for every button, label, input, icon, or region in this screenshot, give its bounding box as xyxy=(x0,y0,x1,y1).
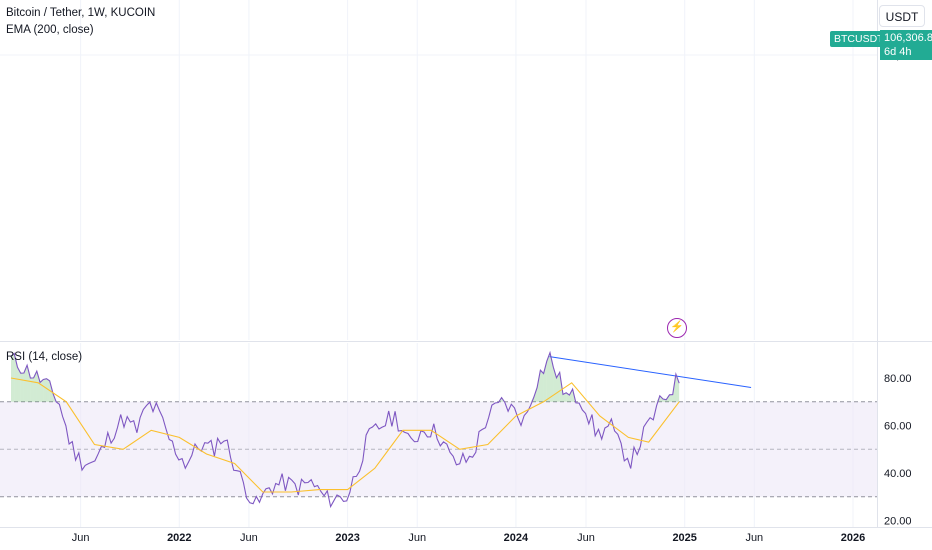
trendlines xyxy=(549,356,752,388)
last-price: 106,306.8 xyxy=(884,32,932,44)
rsi-overbought-fill xyxy=(30,377,34,402)
chart-title: Bitcoin / Tether, 1W, KUCOIN xyxy=(6,7,156,19)
rsi-overbought-fill xyxy=(46,378,50,402)
rsi-overbought-fill xyxy=(569,389,573,402)
rsi-tick-label: 60.00 xyxy=(884,421,912,433)
x-tick-label: Jun xyxy=(745,532,763,544)
x-tick-label: 2023 xyxy=(335,532,359,544)
rsi-overbought-fill xyxy=(27,365,31,402)
rsi-overbought-fill xyxy=(11,353,15,402)
rsi-overbought-fill xyxy=(23,365,28,402)
rsi-trendline xyxy=(549,356,752,388)
currency-selector[interactable]: USDT xyxy=(879,5,925,27)
x-tick-label: 2024 xyxy=(504,532,529,544)
rsi-overbought-fill xyxy=(562,392,567,402)
x-tick-label: 2022 xyxy=(167,532,191,544)
last-price-tag: 106,306.8 6d 4h xyxy=(880,30,932,60)
rsi-overbought-fill xyxy=(669,394,673,402)
bar-countdown: 6d 4h xyxy=(884,46,912,58)
x-tick-label: Jun xyxy=(240,532,258,544)
rsi-band-layer xyxy=(0,352,877,498)
rsi-overbought-fill xyxy=(43,378,47,402)
rsi-tick-label: 20.00 xyxy=(884,516,912,528)
rsi-overbought-fill xyxy=(40,379,44,402)
rsi-overbought-fill xyxy=(17,367,21,402)
rsi-ma-line xyxy=(10,377,680,493)
rsi-overbought-fill xyxy=(537,370,541,402)
rsi-overbought-fill xyxy=(556,372,560,402)
x-tick-label: Jun xyxy=(408,532,426,544)
x-tick-label: 2025 xyxy=(672,532,696,544)
rsi-overbought-fill xyxy=(546,352,551,402)
lightning-icon[interactable]: ⚡ xyxy=(667,318,687,338)
rsi-legend: RSI (14, close) xyxy=(6,351,83,363)
x-tick-label: Jun xyxy=(577,532,595,544)
rsi-overbought-fill xyxy=(33,371,37,402)
rsi-lines xyxy=(10,350,680,509)
ema-legend: EMA (200, close) xyxy=(6,24,94,36)
symbol-tag: BTCUSDT xyxy=(830,31,888,47)
rsi-overbought-fill xyxy=(540,370,544,402)
x-tick-label: 2026 xyxy=(841,532,865,544)
x-tick-label: Jun xyxy=(72,532,90,544)
rsi-tick-label: 40.00 xyxy=(884,468,912,480)
rsi-overbought-fill xyxy=(36,371,41,402)
rsi-line xyxy=(10,350,680,509)
rsi-tick-label: 80.00 xyxy=(884,373,912,385)
rsi-overbought-fill xyxy=(20,373,24,402)
